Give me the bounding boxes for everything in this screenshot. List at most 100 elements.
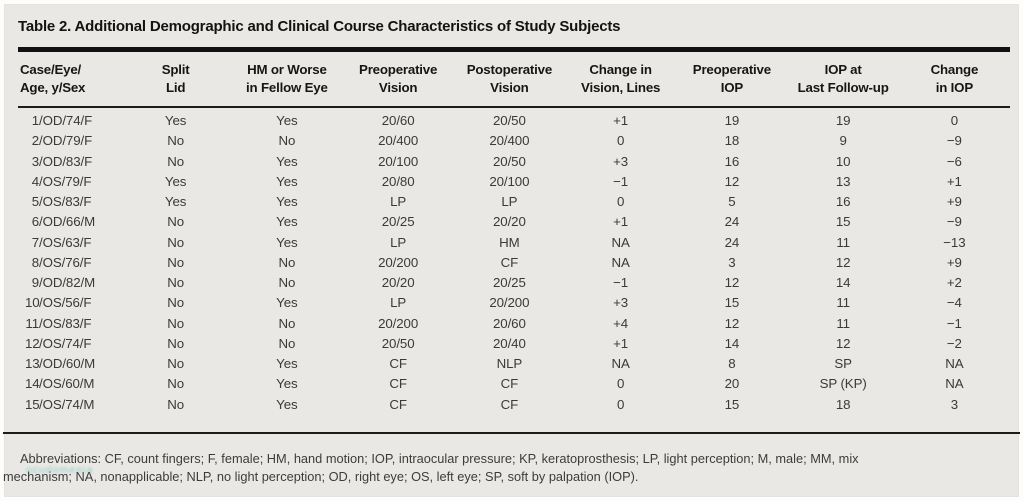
table-cell: 8/OS/76/F bbox=[31, 254, 92, 270]
table-cell: 15 bbox=[724, 396, 740, 412]
table-cell: 12 bbox=[724, 173, 740, 189]
table-cell: 11/OS/83/F bbox=[25, 315, 92, 331]
table-row: 2/OD/79/F No No 20/400 20/400 0 18 9 −9 bbox=[18, 131, 1010, 151]
table-cell: No bbox=[167, 295, 185, 311]
table-cell: 19 bbox=[835, 113, 851, 128]
table-cell: 14/OS/60/M bbox=[25, 376, 95, 392]
table-cell: CF bbox=[389, 396, 407, 412]
table-cell: SP bbox=[834, 356, 852, 371]
table-cell: CF bbox=[500, 254, 519, 270]
table-cell: 0 bbox=[616, 376, 625, 392]
table-cell: 11 bbox=[836, 234, 850, 250]
table-cell: LP bbox=[501, 194, 518, 209]
table-cell: 3 bbox=[950, 396, 959, 412]
table-cell: 13/OD/60/M bbox=[25, 356, 96, 371]
table-cell: No bbox=[167, 133, 185, 149]
table-cell: 20 bbox=[724, 376, 740, 392]
table-cell: −13 bbox=[943, 234, 966, 250]
table-cell: 13 bbox=[835, 173, 851, 189]
table-cell: 10/OS/56/F bbox=[25, 295, 92, 311]
table-cell: 20/80 bbox=[381, 173, 415, 189]
table-cell: −4 bbox=[946, 295, 962, 311]
table-cell: +1 bbox=[613, 335, 629, 351]
table-cell: Yes bbox=[276, 295, 298, 311]
footnote: Abbreviations: CF, count fingers; F, fem… bbox=[3, 450, 1019, 486]
table-cell: 8 bbox=[728, 356, 736, 371]
table-cell: 15 bbox=[835, 214, 851, 230]
table-cell: 20/100 bbox=[378, 153, 419, 169]
table-cell: Yes bbox=[276, 194, 298, 209]
column-header-6: Change in Vision, Lines bbox=[581, 62, 661, 95]
column-header-9: Change in IOP bbox=[930, 62, 979, 95]
table-cell: 20/50 bbox=[492, 153, 526, 169]
footnote-line-1: Abbreviations: CF, count fingers; F, fem… bbox=[20, 451, 859, 466]
table-cell: 9 bbox=[839, 133, 847, 149]
column-header-2: Split Lid bbox=[161, 62, 190, 95]
table-cell: 20/50 bbox=[492, 113, 526, 128]
table-cell: −2 bbox=[946, 335, 962, 351]
table-cell: Yes bbox=[164, 173, 187, 189]
table-row: 3/OD/83/F No Yes 20/100 20/50 +3 16 10 −6 bbox=[18, 152, 1010, 172]
table-cell: 20/25 bbox=[492, 275, 526, 290]
table-cell: 20/100 bbox=[489, 173, 530, 189]
table-cell: No bbox=[167, 275, 185, 290]
table-cell: 5/OS/83/F bbox=[31, 194, 92, 209]
table-cell: No bbox=[167, 254, 185, 270]
table-cell: No bbox=[167, 214, 185, 230]
table-cell: 4/OS/79/F bbox=[31, 173, 92, 189]
table-cell: 16 bbox=[724, 153, 740, 169]
table-cell: No bbox=[278, 335, 296, 351]
table-cell: +3 bbox=[613, 295, 629, 311]
table-cell: CF bbox=[389, 356, 407, 371]
table-cell: 11 bbox=[836, 295, 850, 311]
table-cell: 16 bbox=[835, 194, 851, 209]
table-cell: NA bbox=[945, 356, 964, 371]
table-cell: 12 bbox=[835, 335, 851, 351]
table-cell: Yes bbox=[276, 153, 298, 169]
table-cell: No bbox=[167, 376, 185, 392]
table-cell: +9 bbox=[946, 194, 962, 209]
table-cell: 20/20 bbox=[492, 214, 526, 230]
table-row: 12/OS/74/F No No 20/50 20/40 +1 14 12 −2 bbox=[18, 334, 1010, 354]
table-row: 4/OS/79/F Yes Yes 20/80 20/100 −1 12 13 +1 bbox=[18, 172, 1010, 192]
table-cell: 1/OD/74/F bbox=[31, 113, 93, 128]
table-row: 1/OD/74/F Yes Yes 20/60 20/50 +1 19 19 0 bbox=[18, 111, 1010, 131]
table-cell: NLP bbox=[496, 356, 523, 371]
table-cell: Yes bbox=[276, 173, 298, 189]
table-cell: 20/200 bbox=[378, 254, 419, 270]
table-header-row: Case/Eye/Age, y/Sex Split Lid HM or Worse in… bbox=[18, 61, 1010, 96]
table-cell: 10 bbox=[835, 153, 851, 169]
table-cell: NA bbox=[611, 234, 630, 250]
table-cell: No bbox=[167, 315, 185, 331]
table-cell: CF bbox=[500, 396, 519, 412]
table-cell: 20/200 bbox=[378, 315, 419, 331]
table-cell: 19 bbox=[724, 113, 740, 128]
table-cell: 5 bbox=[728, 194, 736, 209]
table-cell: No bbox=[167, 335, 185, 351]
table-cell: Yes bbox=[164, 113, 187, 128]
table-cell: −6 bbox=[946, 153, 962, 169]
table-cell: +2 bbox=[946, 275, 962, 290]
table-row: 10/OS/56/F No Yes LP 20/200 +3 15 11 −4 bbox=[18, 293, 1010, 313]
table-cell: NA bbox=[611, 356, 630, 371]
table-row: 5/OS/83/F Yes Yes LP LP 0 5 16 +9 bbox=[18, 192, 1010, 212]
table-body: 1/OD/74/F Yes Yes 20/60 20/50 +1 19 19 0 2/OD/79/… bbox=[18, 111, 1010, 415]
table-cell: Yes bbox=[276, 376, 298, 392]
table-row: 9/OD/82/M No No 20/20 20/25 −1 12 14 +2 bbox=[18, 273, 1010, 293]
table-title: Table 2. Additional Demographic and Clin… bbox=[18, 18, 621, 35]
table-cell: +4 bbox=[613, 315, 629, 331]
table-cell: CF bbox=[500, 376, 519, 392]
top-rule bbox=[18, 47, 1010, 52]
table-cell: 20/50 bbox=[381, 335, 415, 351]
table-row: 6/OD/66/M No Yes 20/25 20/20 +1 24 15 −9 bbox=[18, 212, 1010, 232]
table-cell: 20/40 bbox=[492, 335, 526, 351]
table-row: 14/OS/60/M No Yes CF CF 0 20 SP (KP) NA bbox=[18, 374, 1010, 394]
table-cell: 20/25 bbox=[381, 214, 415, 230]
table-cell: No bbox=[167, 234, 185, 250]
table-cell: 20/400 bbox=[489, 133, 530, 149]
table-cell: No bbox=[167, 356, 185, 371]
column-header-5: Postoperative Vision bbox=[466, 62, 553, 95]
table-cell: 20/400 bbox=[378, 133, 419, 149]
table-cell: LP bbox=[390, 194, 407, 209]
column-header-3: HM or Worse in Fellow Eye bbox=[246, 62, 328, 95]
